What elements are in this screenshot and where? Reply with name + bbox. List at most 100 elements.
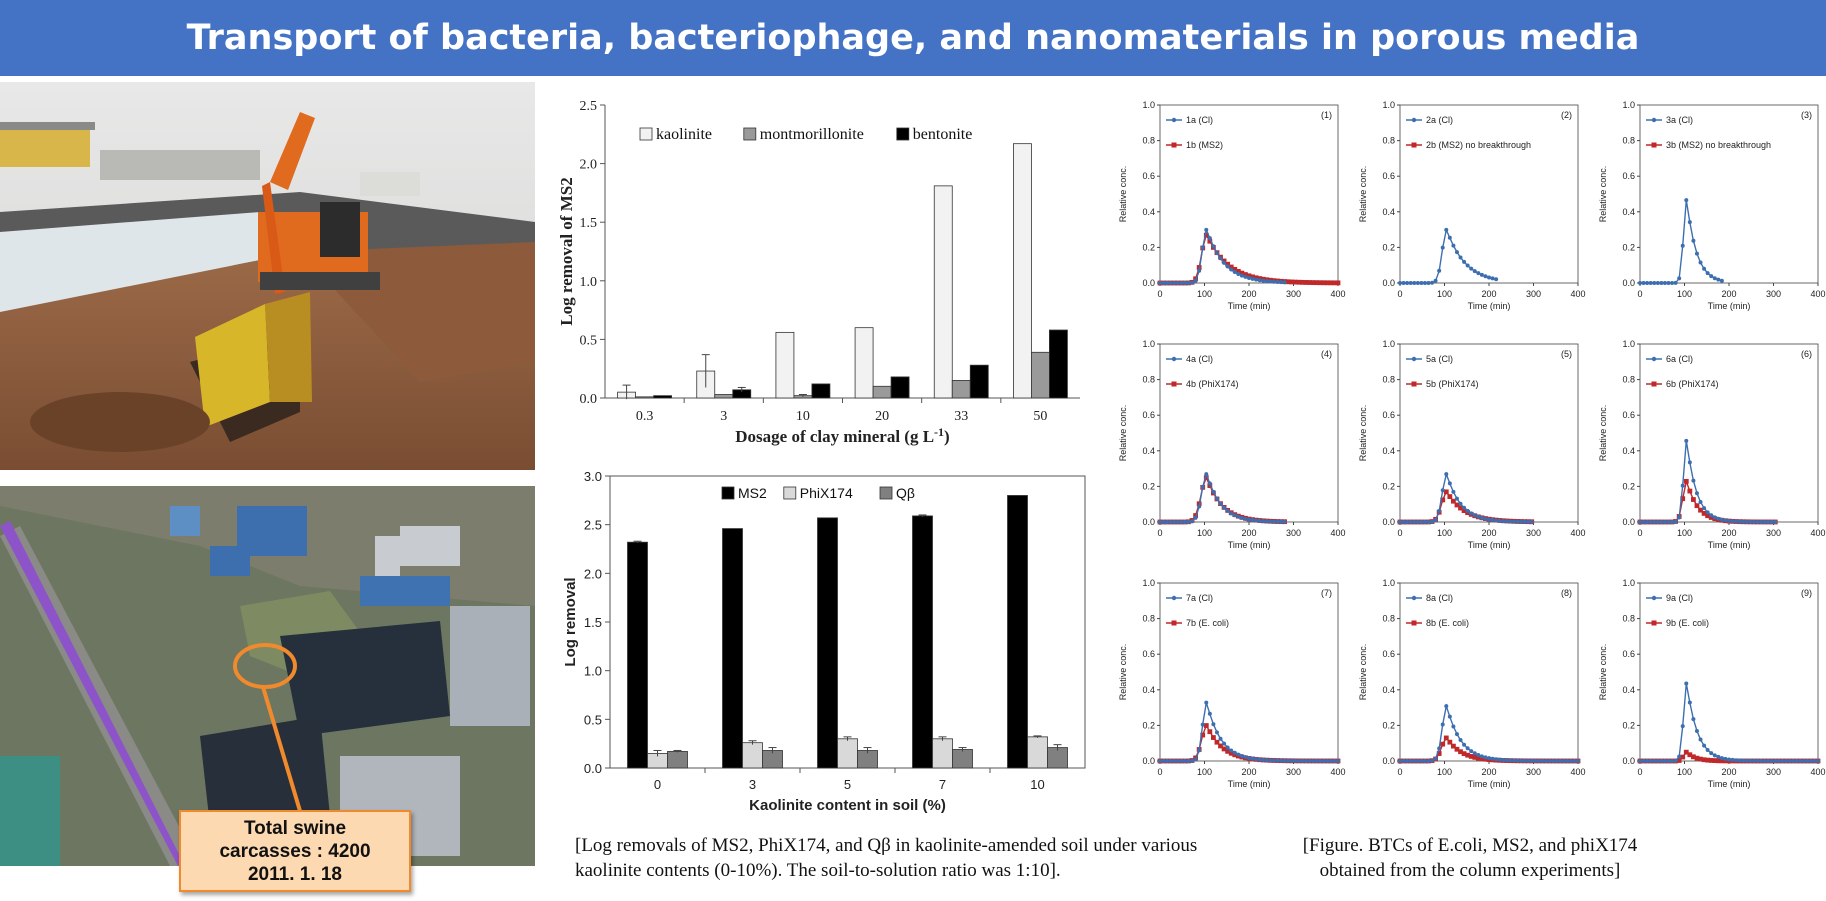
btc-series-a-point xyxy=(1641,281,1646,285)
btc-series-b-point xyxy=(1683,749,1689,755)
btc-series-a-point xyxy=(1454,732,1459,737)
btc-series-b-point xyxy=(1335,280,1341,286)
btc-series-a-point xyxy=(1412,281,1417,285)
btc-series-a-point xyxy=(1645,759,1650,763)
btc-legend-marker-b xyxy=(1411,620,1417,626)
btc-series-a-point xyxy=(1437,268,1442,273)
btc-series-a-point xyxy=(1462,259,1467,264)
btc-y-tick-label: 0.0 xyxy=(1382,756,1395,766)
btc-series-a-point xyxy=(1415,759,1420,763)
btc-x-tick-label: 200 xyxy=(1481,767,1496,777)
btc-frame xyxy=(1639,582,1819,762)
legend-label: PhiX174 xyxy=(800,485,853,501)
btc-series-a-point xyxy=(1529,758,1534,763)
btc-series-a-point xyxy=(1652,520,1657,524)
btc-series-b-line xyxy=(1160,723,1338,762)
btc-series-b-point xyxy=(1465,752,1471,758)
btc-series-b-point xyxy=(1691,754,1696,760)
btc-x-tick-label: 0 xyxy=(1637,289,1642,299)
btc-series-b-line xyxy=(1160,475,1285,523)
btc-series-a-point xyxy=(1254,757,1259,762)
btc-series-a-point xyxy=(1179,281,1184,285)
btc-series-a-point xyxy=(1232,513,1237,518)
y-tick-label: 2.0 xyxy=(580,158,598,173)
btc-y-tick-label: 0.0 xyxy=(1142,756,1155,766)
btc-series-a-point xyxy=(1207,481,1212,486)
btc-legend-label-a: 8a (Cl) xyxy=(1426,593,1453,603)
btc-series-a-point xyxy=(1691,717,1696,722)
x-tick-label: 10 xyxy=(796,409,810,424)
btc-series-a-point xyxy=(1168,520,1173,524)
btc-series-a-point xyxy=(1214,730,1219,735)
btc-series-a-point xyxy=(1200,722,1205,727)
btc-series-a-point xyxy=(1325,758,1330,763)
btc-y-tick-label: 0.2 xyxy=(1142,481,1155,491)
btc-series-a-point xyxy=(1172,759,1177,763)
btc-legend-label-a: 1a (Cl) xyxy=(1186,115,1213,125)
btc-series-a-point xyxy=(1172,520,1177,524)
btc-series-b-point xyxy=(1296,279,1302,285)
btc-y-tick-label: 0.8 xyxy=(1622,375,1635,385)
btc-x-tick-label: 0 xyxy=(1397,528,1402,538)
bar-montmorillonite xyxy=(872,385,892,399)
btc-series-a-point xyxy=(1741,519,1746,524)
btc-series-a-point xyxy=(1783,758,1788,763)
btc-series-a-point xyxy=(1254,518,1259,523)
btc-series-a-point xyxy=(1648,520,1653,524)
btc-series-a-point xyxy=(1179,759,1184,763)
btc-series-a-point xyxy=(1257,278,1262,283)
carcass-callout: Total swine carcasses : 4200 2011. 1. 18 xyxy=(179,810,411,892)
legend-swatch xyxy=(721,486,735,500)
btc-series-a-point xyxy=(1398,281,1402,285)
btc-series-a-point xyxy=(1186,758,1191,763)
bar-montmorillonite xyxy=(1031,351,1050,399)
btc-x-axis-label: Time (min) xyxy=(1468,540,1511,550)
btc-series-a-point xyxy=(1465,508,1470,513)
btc-series-b-point xyxy=(1250,274,1255,280)
btc-series-a-point xyxy=(1716,277,1721,282)
bar-bentonite xyxy=(969,364,989,399)
btc-series-b-point xyxy=(1303,280,1309,285)
btc-series-a-point xyxy=(1165,281,1170,285)
page-title: Transport of bacteria, bacteriophage, an… xyxy=(186,18,1640,58)
aerial-photo xyxy=(0,486,535,866)
btc-series-a-point xyxy=(1462,742,1467,747)
bar-phix174 xyxy=(742,742,763,769)
btc-series-a-point xyxy=(1451,489,1456,494)
btc-series-a-point xyxy=(1670,280,1675,285)
btc-series-a-point xyxy=(1816,758,1820,763)
btc-series-b-point xyxy=(1461,508,1467,513)
btc-series-a-point xyxy=(1533,758,1538,763)
btc-series-a-point xyxy=(1271,279,1276,284)
btc-series-b-point xyxy=(1680,754,1686,760)
btc-series-a-point xyxy=(1161,281,1166,285)
btc-series-a-point xyxy=(1568,758,1573,763)
bar-q xyxy=(952,749,973,769)
btc-x-tick-label: 300 xyxy=(1766,767,1781,777)
btc-x-tick-label: 200 xyxy=(1481,528,1496,538)
btc-series-b-point xyxy=(1701,510,1707,516)
btc-series-b-point xyxy=(1705,757,1711,763)
y-tick-label: 1.0 xyxy=(580,275,598,290)
btc-series-a-point xyxy=(1405,281,1410,285)
btc-series-b-point xyxy=(1694,503,1700,509)
btc-series-a-point xyxy=(1271,758,1276,763)
btc-series-a-point xyxy=(1780,758,1785,763)
phage-caption: [Log removals of MS2, PhiX174, and Qβ in… xyxy=(575,833,1225,883)
btc-series-a-point xyxy=(1501,757,1506,762)
btc-series-a-point xyxy=(1225,745,1230,750)
title-banner: Transport of bacteria, bacteriophage, an… xyxy=(0,0,1826,76)
btc-y-tick-label: 0.2 xyxy=(1142,720,1155,730)
btc-series-a-point xyxy=(1398,759,1402,763)
btc-x-tick-label: 100 xyxy=(1437,528,1452,538)
btc-x-axis-label: Time (min) xyxy=(1468,301,1511,311)
bar-montmorillonite xyxy=(714,394,734,399)
btc-series-a-point xyxy=(1730,757,1735,762)
btc-series-a-point xyxy=(1229,748,1234,753)
btc-series-a-point xyxy=(1655,759,1660,763)
btc-series-a-point xyxy=(1762,758,1767,763)
btc-series-a-point xyxy=(1222,741,1227,746)
phage-caption-text: [Log removals of MS2, PhiX174, and Qβ in… xyxy=(575,835,1198,881)
btc-series-a-point xyxy=(1554,758,1559,763)
btc-legend-label-a: 7a (Cl) xyxy=(1186,593,1213,603)
